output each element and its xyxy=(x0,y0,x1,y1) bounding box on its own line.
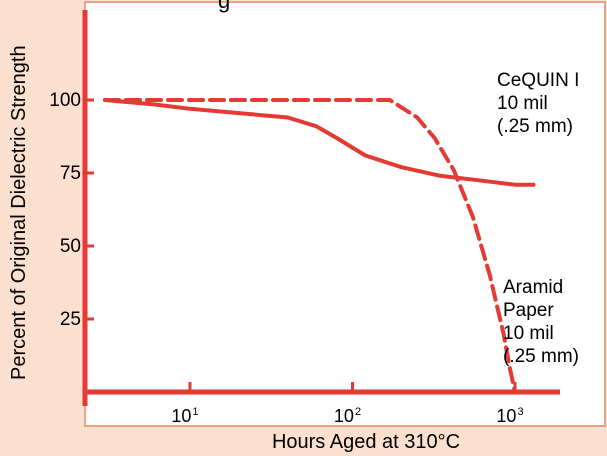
y-tick-label-100: 100 xyxy=(49,90,81,111)
x-tick-base-1: 10 xyxy=(171,406,191,426)
y-tick-label-75: 75 xyxy=(60,163,81,184)
cequin-series-line xyxy=(103,98,536,187)
aramid-series-line xyxy=(103,98,517,394)
cequin-annotation: CeQUIN I 10 mil (.25 mm) xyxy=(497,70,579,137)
x-tick-base-3: 10 xyxy=(496,406,516,426)
chart-title-fragment: g xyxy=(218,0,230,13)
x-tick-label-3: 103 xyxy=(496,406,523,426)
x-tick-label-1: 101 xyxy=(171,406,198,426)
x-tick-exponent-3: 3 xyxy=(517,406,523,418)
x-tick-base-2: 10 xyxy=(334,406,354,426)
aramid-annotation-line-3: (.25 mm) xyxy=(503,346,579,367)
x-tick-label-2: 102 xyxy=(334,406,361,426)
cequin-annotation-line-1: 10 mil xyxy=(497,93,548,114)
plot-area-background xyxy=(84,1,606,427)
x-tick-exponent-1: 1 xyxy=(192,406,198,418)
aramid-annotation-line-1: Paper xyxy=(503,300,554,321)
aramid-annotation-line-2: 10 mil xyxy=(503,323,554,344)
aramid-annotation: Aramid Paper 10 mil (.25 mm) xyxy=(503,277,579,367)
x-axis-label: Hours Aged at 310°C xyxy=(272,431,460,453)
series-layer xyxy=(103,98,536,394)
x-tick-exponent-2: 2 xyxy=(355,406,361,418)
cequin-annotation-line-0: CeQUIN I xyxy=(497,70,579,91)
y-tick-label-50: 50 xyxy=(60,236,81,257)
cequin-annotation-line-2: (.25 mm) xyxy=(497,116,573,137)
aramid-annotation-line-0: Aramid xyxy=(503,277,563,298)
y-axis-label: Percent of Original Dielectric Strength xyxy=(8,45,30,380)
y-tick-label-25: 25 xyxy=(60,309,81,330)
